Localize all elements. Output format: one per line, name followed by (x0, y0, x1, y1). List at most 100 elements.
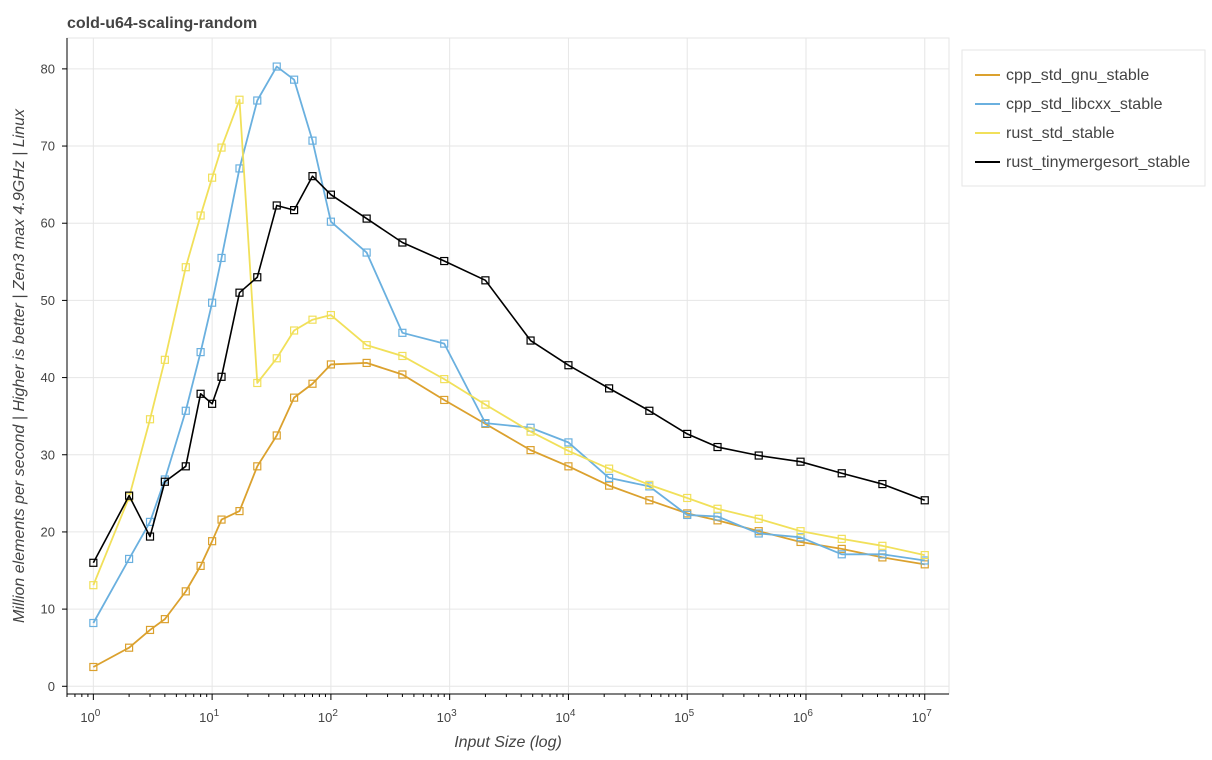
y-tick-label: 80 (41, 61, 55, 76)
data-point (289, 206, 299, 215)
data-point (564, 446, 573, 455)
data-point (362, 214, 371, 223)
x-tick-label: 103 (437, 708, 457, 725)
data-point (398, 351, 407, 361)
data-point (526, 336, 535, 345)
data-point (181, 462, 190, 471)
x-tick-label: 101 (199, 708, 219, 725)
series-line (92, 362, 925, 668)
data-point (208, 298, 217, 307)
data-point (481, 400, 490, 409)
data-point (181, 587, 190, 596)
data-point (398, 238, 407, 247)
data-point (217, 253, 226, 263)
data-point (683, 493, 692, 503)
gridlines (67, 38, 949, 694)
data-point (796, 527, 805, 536)
data-point (160, 355, 169, 364)
y-tick-label: 10 (41, 602, 55, 617)
series-line (92, 65, 925, 624)
data-point (920, 556, 929, 565)
data-point (308, 172, 317, 181)
data-point (196, 211, 205, 220)
data-point (481, 276, 490, 285)
series-group (89, 62, 929, 672)
data-point (208, 173, 217, 182)
series-line (92, 175, 926, 564)
data-point (326, 310, 335, 320)
legend-item-cpp_std_libcxx_stable[interactable]: cpp_std_libcxx_stable (975, 96, 1163, 113)
data-point (289, 75, 299, 84)
x-tick-label: 105 (674, 708, 694, 725)
data-point (181, 406, 190, 415)
x-tick-label: 102 (318, 708, 338, 725)
data-point (605, 384, 614, 393)
data-point (217, 372, 226, 381)
data-point (196, 348, 205, 357)
data-point (796, 537, 805, 547)
data-point (217, 515, 226, 524)
y-tick-label: 0 (48, 679, 55, 694)
legend[interactable]: cpp_std_gnu_stable cpp_std_libcxx_stabler… (961, 49, 1206, 187)
data-point (605, 473, 614, 483)
series-rust_tinymergesort_stable (89, 172, 929, 567)
data-point (564, 438, 573, 447)
data-point (362, 248, 371, 257)
data-point (362, 341, 371, 350)
data-point (564, 462, 573, 471)
legend-label: rust_tinymergesort_stable (1006, 154, 1190, 171)
y-tick-label: 20 (41, 524, 55, 539)
data-point (272, 62, 281, 71)
data-point (125, 491, 134, 500)
data-point (308, 315, 317, 324)
data-point (645, 406, 654, 415)
data-point (89, 662, 98, 672)
x-tick-label: 100 (80, 708, 100, 725)
legend-item-rust_tinymergesort_stable[interactable]: rust_tinymergesort_stable (975, 154, 1190, 171)
data-point (683, 510, 692, 520)
data-point (878, 541, 887, 550)
legend-label: cpp_std_gnu_stable (1006, 67, 1149, 84)
series-cpp_std_gnu_stable (89, 358, 929, 672)
x-axis-label: Input Size (log) (454, 734, 562, 751)
data-point (645, 496, 654, 505)
data-point (125, 643, 134, 652)
data-point (235, 288, 244, 297)
axes: 0 10 20 30 40 50 60 70 80 100 101 102 103 104 105 106 10… (41, 38, 949, 725)
data-point (326, 217, 335, 226)
data-point (645, 480, 654, 489)
data-point (526, 427, 535, 436)
data-point (145, 625, 155, 635)
data-point (272, 431, 281, 440)
data-point (89, 618, 98, 628)
y-tick-label: 30 (41, 447, 55, 462)
data-point (837, 550, 846, 559)
data-point (235, 95, 244, 104)
legend-item-cpp_std_gnu_stable[interactable]: cpp_std_gnu_stable (975, 67, 1149, 84)
data-point (289, 393, 299, 402)
data-point (235, 506, 244, 516)
chart-title: cold-u64-scaling-random (67, 15, 257, 32)
data-point (713, 512, 722, 521)
data-point (398, 328, 407, 337)
data-point (564, 361, 573, 370)
data-point (440, 395, 449, 405)
data-point (440, 375, 449, 384)
data-point (160, 615, 169, 624)
data-point (754, 514, 763, 523)
data-point (796, 457, 805, 466)
data-point (481, 419, 490, 428)
data-point (196, 561, 205, 570)
y-axis-label: Million elements per second | Higher is … (11, 108, 28, 623)
y-tick-label: 40 (41, 370, 55, 385)
data-point (89, 581, 98, 590)
legend-item-rust_std_stable[interactable]: rust_std_stable (975, 125, 1115, 142)
y-tick-label: 50 (41, 293, 55, 308)
data-point (208, 537, 217, 546)
data-point (253, 378, 262, 388)
data-point (837, 544, 846, 554)
data-point (440, 256, 449, 266)
y-tick-label: 60 (41, 216, 55, 231)
data-point (196, 389, 205, 398)
